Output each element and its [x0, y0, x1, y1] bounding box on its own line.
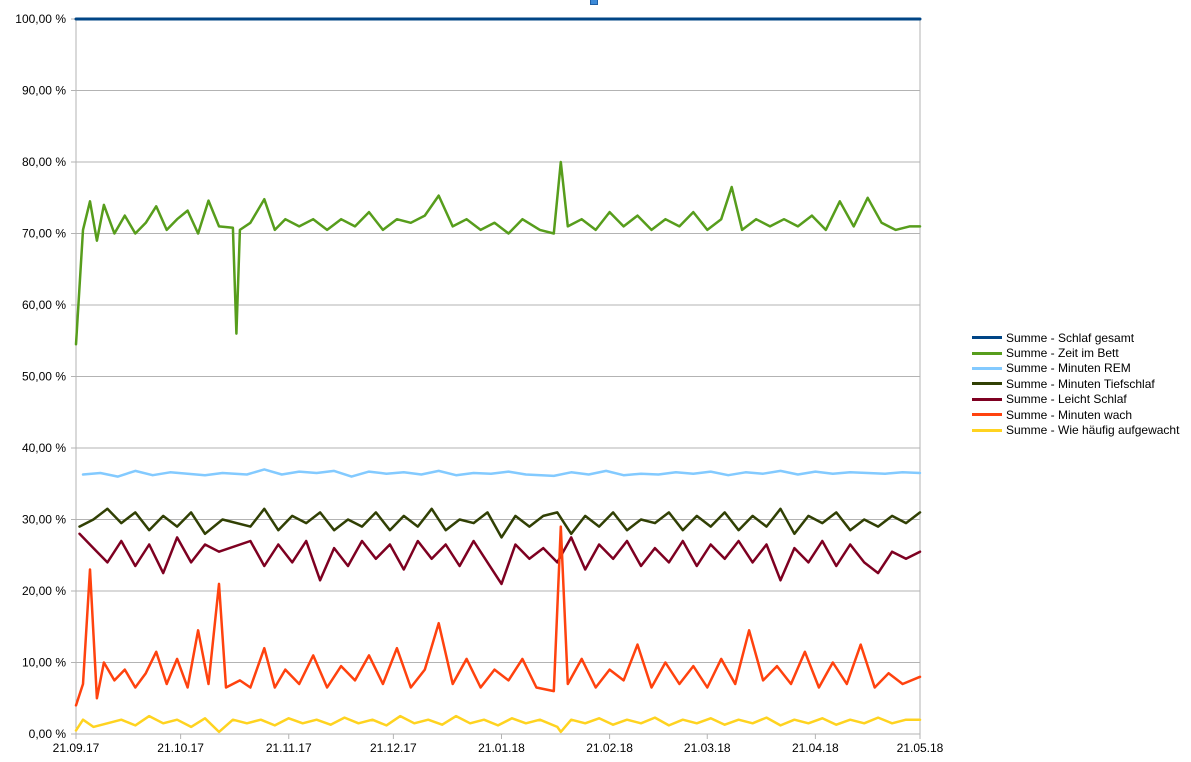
legend-label: Summe - Wie häufig aufgewacht: [1006, 423, 1180, 438]
axes: 0,00 % 10,00 % 20,00 % 30,00 % 40,00 % 50,00 …: [15, 12, 943, 755]
legend-item: Summe - Schlaf gesamt: [972, 330, 1179, 345]
legend-swatch: [972, 413, 1002, 417]
legend-label: Summe - Minuten REM: [1006, 361, 1131, 376]
x-tick-label: 21.02.18: [586, 741, 633, 755]
y-tick-label: 0,00 %: [29, 727, 67, 741]
legend-swatch: [972, 397, 1002, 401]
y-tick-label: 50,00 %: [22, 370, 66, 384]
y-tick-label: 80,00 %: [22, 155, 66, 169]
legend-label: Summe - Minuten Tiefschlaf: [1006, 376, 1155, 391]
series-line: [74, 525, 922, 707]
y-tick-label: 90,00 %: [22, 84, 66, 98]
y-tick-label: 10,00 %: [22, 656, 66, 670]
y-tick-label: 20,00 %: [22, 584, 66, 598]
legend-swatch: [972, 351, 1002, 355]
legend-label: Summe - Zeit im Bett: [1006, 346, 1119, 361]
y-tick-label: 100,00 %: [15, 12, 66, 26]
x-tick-label: 21.12.17: [370, 741, 417, 755]
legend-swatch: [972, 382, 1002, 386]
legend-swatch: [972, 336, 1002, 340]
y-tick-label: 30,00 %: [22, 513, 66, 527]
selection-handle[interactable]: [590, 0, 598, 5]
grid-lines: [71, 18, 921, 735]
x-tick-label: 21.04.18: [792, 741, 839, 755]
y-tick-label: 40,00 %: [22, 441, 66, 455]
y-tick-label: 70,00 %: [22, 227, 66, 241]
legend-item: Summe - Leicht Schlaf: [972, 392, 1179, 407]
series-line: [74, 160, 922, 346]
legend-label: Summe - Minuten wach: [1006, 407, 1133, 422]
x-tick-label: 21.01.18: [478, 741, 525, 755]
x-tick-label: 21.03.18: [684, 741, 731, 755]
legend-label: Summe - Leicht Schlaf: [1006, 392, 1127, 407]
x-tick-label: 21.10.17: [157, 741, 204, 755]
legend-item: Summe - Wie häufig aufgewacht: [972, 422, 1179, 437]
legend-label: Summe - Schlaf gesamt: [1006, 330, 1135, 345]
series-line: [74, 714, 922, 734]
x-tick-label: 21.05.18: [897, 741, 944, 755]
legend-swatch: [972, 366, 1002, 370]
series-line: [78, 532, 922, 586]
y-tick-label: 60,00 %: [22, 298, 66, 312]
legend-item: Summe - Zeit im Bett: [972, 345, 1179, 360]
series-lines: [74, 17, 922, 734]
series-line: [81, 468, 922, 478]
x-tick-label: 21.11.17: [266, 741, 312, 755]
legend: Summe - Schlaf gesamt Summe - Zeit im Bet…: [972, 330, 1179, 438]
legend-item: Summe - Minuten REM: [972, 361, 1179, 376]
x-tick-label: 21.09.17: [53, 741, 100, 755]
legend-item: Summe - Minuten Tiefschlaf: [972, 376, 1179, 391]
legend-swatch: [972, 428, 1002, 432]
legend-item: Summe - Minuten wach: [972, 407, 1179, 422]
series-line: [78, 507, 922, 539]
